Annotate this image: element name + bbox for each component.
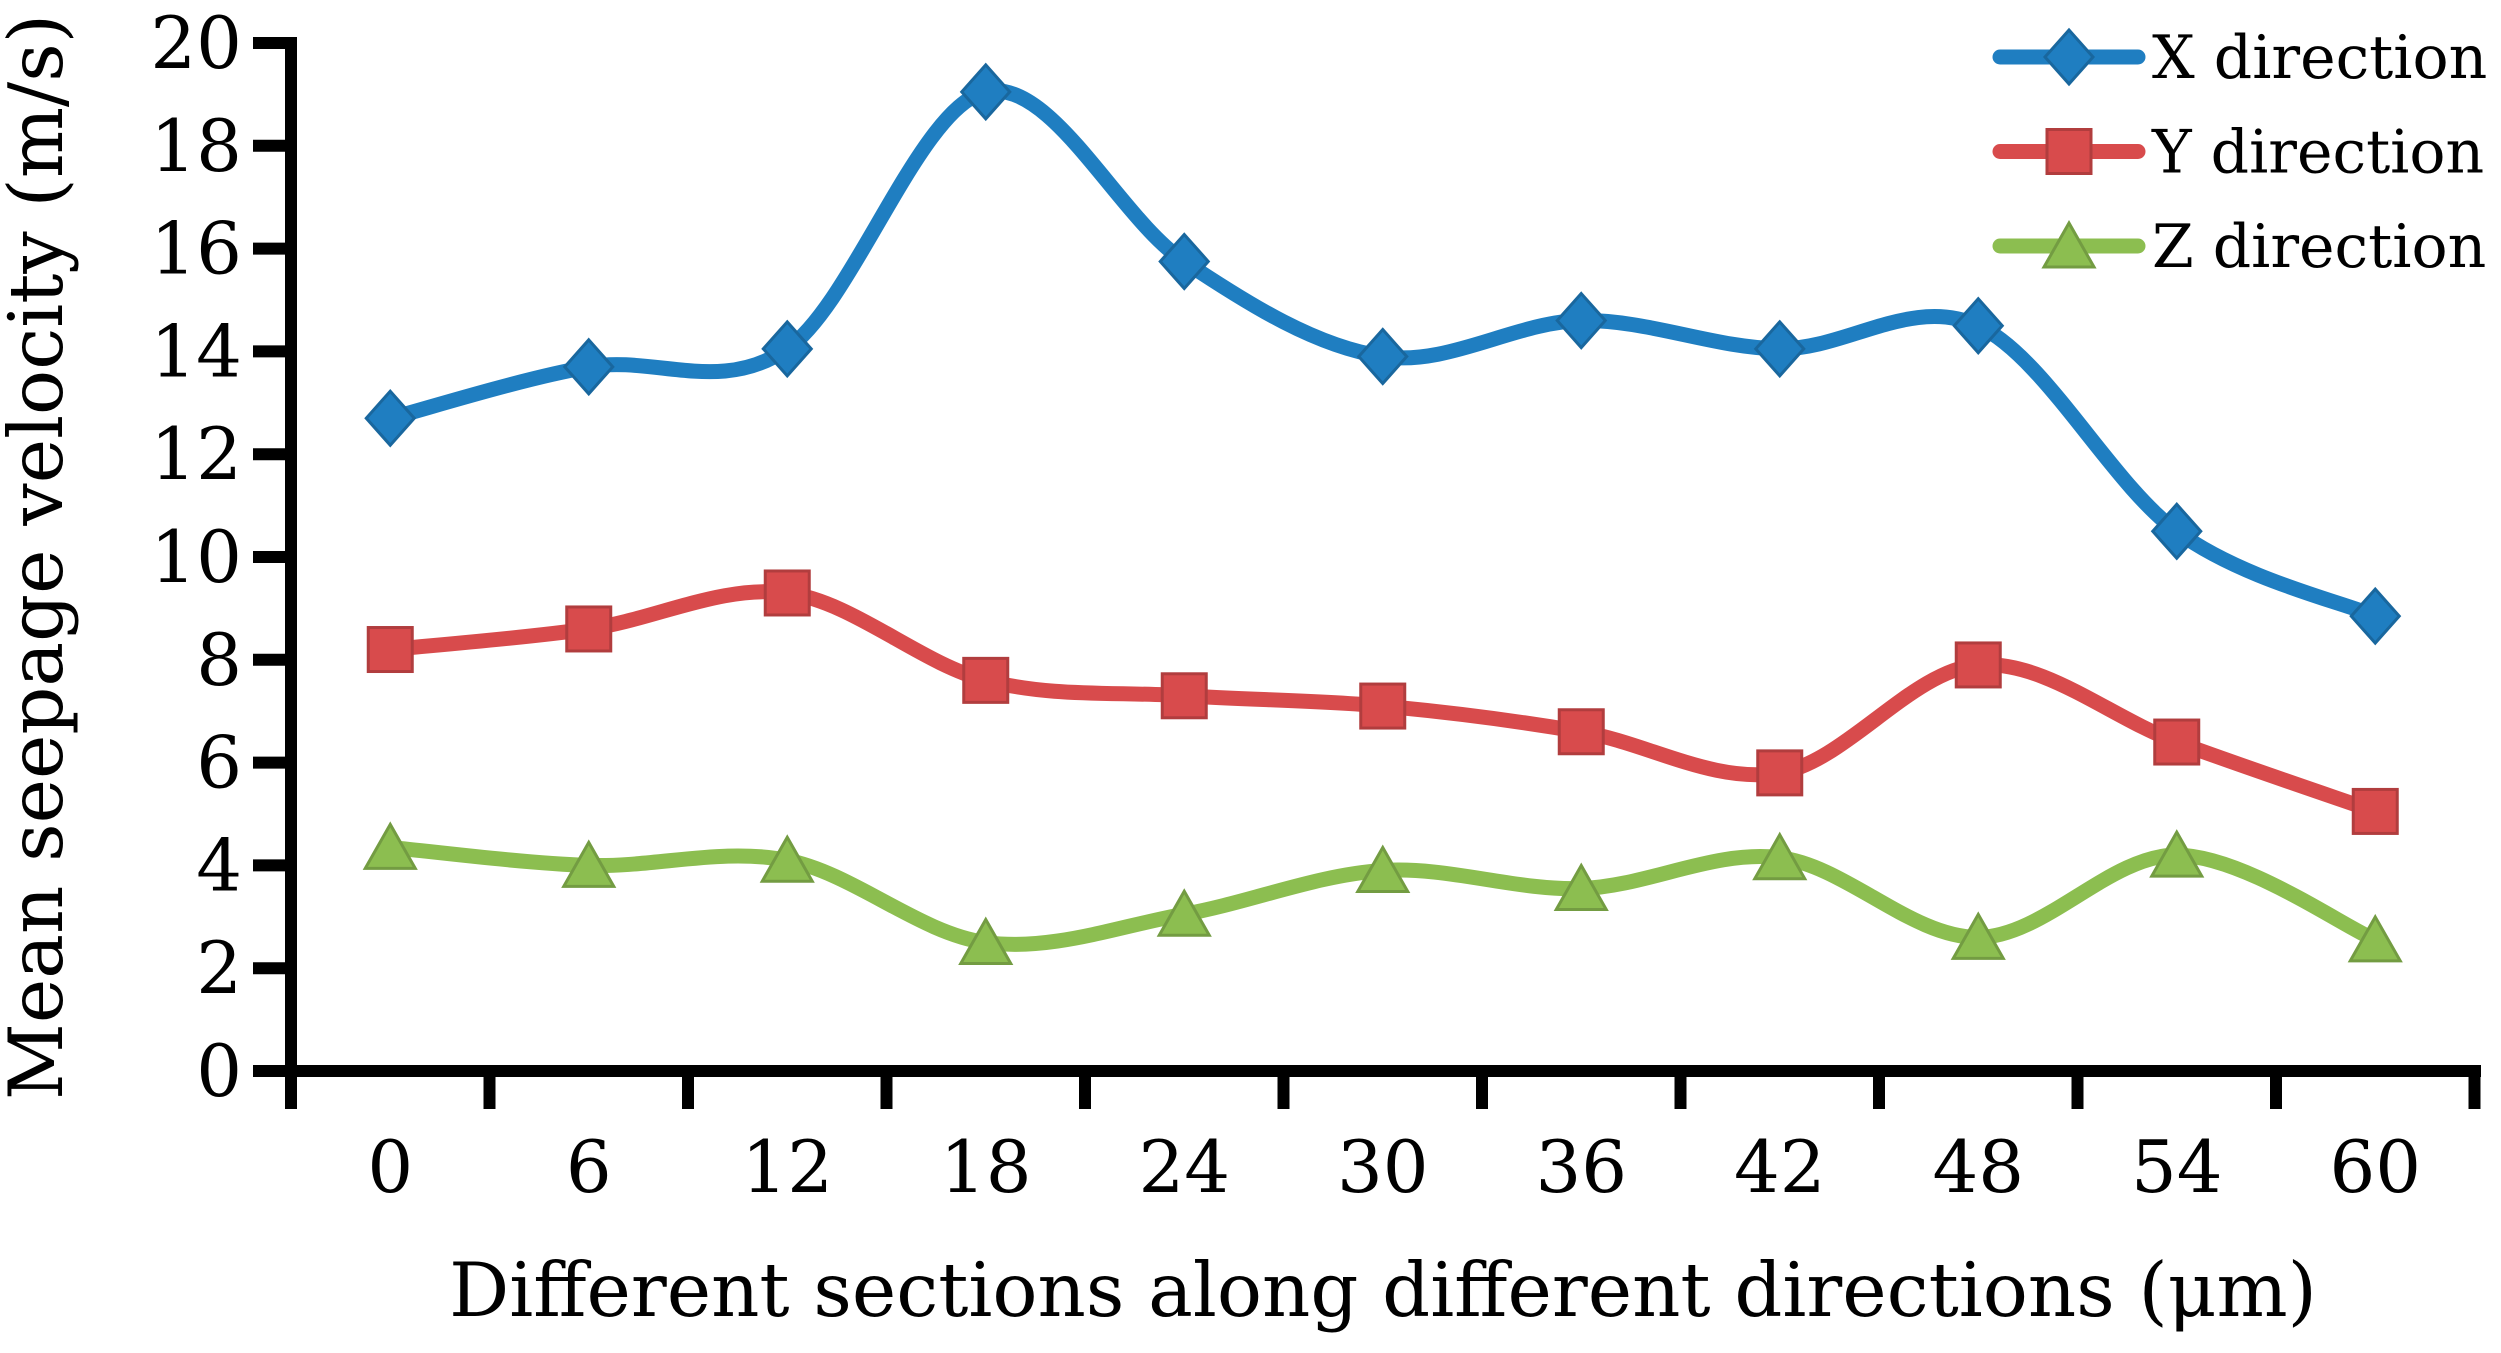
diamond-marker-icon — [1356, 327, 1409, 386]
diamond-marker-icon — [761, 319, 814, 379]
series-z-direction — [362, 821, 2403, 965]
legend-label: Z direction — [2152, 212, 2486, 282]
diamond-marker-icon — [959, 62, 1012, 122]
square-marker-icon — [1756, 749, 1804, 797]
triangle-marker-icon — [1752, 831, 1808, 881]
y-tick-label: 20 — [150, 1, 242, 85]
triangle-marker-icon — [1950, 911, 2006, 960]
legend: X direction Y direction Z direction — [1992, 23, 2487, 282]
triangle-marker-icon — [561, 839, 617, 888]
triangle-marker-icon — [362, 821, 418, 870]
triangle-marker-icon — [958, 916, 1014, 965]
y-tick-label: 18 — [150, 104, 242, 188]
legend-item: X direction — [1992, 23, 2487, 93]
diamond-marker-icon — [2150, 502, 2203, 561]
x-tick-label: 18 — [940, 1125, 1032, 1209]
y-tick-label: 0 — [196, 1029, 242, 1113]
y-tick-label: 4 — [196, 823, 242, 907]
triangle-marker-icon — [2347, 913, 2403, 963]
diamond-marker-icon — [1555, 291, 1608, 350]
diamond-marker-icon — [1158, 232, 1211, 291]
triangle-marker-icon — [2149, 829, 2205, 878]
y-axis-title: Mean seepage velocity (m/s) — [0, 14, 80, 1100]
series-y-direction — [366, 569, 2399, 835]
square-marker-icon — [366, 626, 414, 674]
triangle-marker-icon — [2041, 219, 2097, 269]
x-tick-label: 60 — [2329, 1125, 2421, 1209]
diamond-marker-icon — [562, 337, 615, 397]
triangle-marker-icon — [1355, 844, 1411, 894]
y-tick-label: 10 — [150, 515, 242, 599]
diamond-marker-icon — [2042, 27, 2096, 87]
square-marker-icon — [1954, 641, 2002, 689]
x-tick-label: 6 — [566, 1125, 612, 1209]
y-tick-label: 14 — [150, 309, 242, 393]
x-tick-label: 42 — [1734, 1125, 1826, 1209]
legend-item: Y direction — [1992, 118, 2484, 188]
y-tick-label: 6 — [196, 721, 242, 805]
x-tick-label: 36 — [1535, 1125, 1627, 1209]
series-x-direction — [364, 62, 2402, 646]
y-tick-label: 16 — [150, 207, 242, 291]
diamond-marker-icon — [1952, 296, 2005, 355]
square-marker-icon — [962, 656, 1010, 704]
triangle-marker-icon — [759, 834, 815, 883]
y-tick-label: 8 — [196, 618, 242, 702]
diamond-marker-icon — [1753, 319, 1806, 379]
x-axis-title: Different sections along different direc… — [449, 1246, 2317, 1334]
square-marker-icon — [2351, 787, 2399, 835]
axes — [285, 37, 2481, 1077]
x-tick-label: 12 — [741, 1125, 833, 1209]
square-marker-icon — [2045, 128, 2093, 175]
y-tick-label: 12 — [150, 412, 242, 496]
x-tick-label: 30 — [1337, 1125, 1429, 1209]
triangle-marker-icon — [1553, 862, 1609, 912]
triangle-marker-icon — [1156, 888, 1212, 937]
legend-label: Y direction — [2151, 118, 2484, 188]
diamond-marker-icon — [364, 388, 417, 448]
legend-item: Z direction — [1992, 212, 2486, 282]
data-series — [362, 62, 2403, 965]
square-marker-icon — [1557, 708, 1605, 756]
legend-label: X direction — [2152, 23, 2487, 93]
square-marker-icon — [763, 569, 811, 617]
square-marker-icon — [1359, 682, 1407, 730]
x-tick-label: 48 — [1932, 1125, 2024, 1209]
square-marker-icon — [2153, 718, 2201, 766]
diamond-marker-icon — [2349, 586, 2402, 646]
x-tick-label: 54 — [2131, 1125, 2223, 1209]
square-marker-icon — [1160, 672, 1208, 720]
x-tick-label: 24 — [1138, 1125, 1230, 1209]
square-marker-icon — [565, 605, 613, 653]
x-tick-label: 0 — [367, 1125, 413, 1209]
y-tick-label: 2 — [196, 926, 242, 1010]
